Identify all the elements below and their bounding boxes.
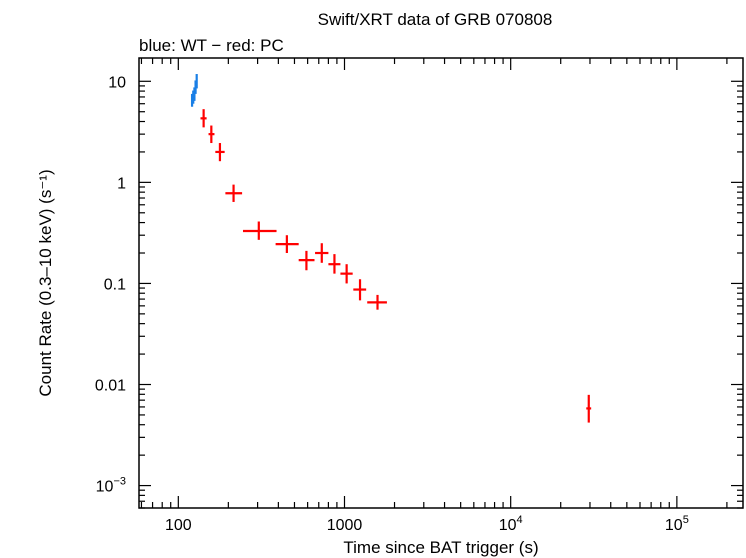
data-point-pc: [215, 143, 225, 162]
chart-title: Swift/XRT data of GRB 070808: [318, 10, 553, 29]
data-point-pc: [298, 250, 315, 271]
plot-frame: [138, 57, 744, 509]
x-tick-label: 1000: [327, 517, 363, 534]
chart-subtitle: blue: WT − red: PC: [139, 36, 284, 55]
data-point-pc: [586, 394, 592, 423]
data-point-pc: [315, 243, 329, 263]
data-point-pc: [328, 254, 341, 274]
x-tick-label: 104: [499, 514, 523, 534]
data-point-pc: [353, 279, 367, 301]
y-tick-label: 10−3: [96, 476, 126, 496]
data-point-wt: [195, 74, 198, 89]
data-points: [190, 74, 592, 423]
x-axis-label: Time since BAT trigger (s): [343, 538, 538, 557]
x-tick-label: 100: [165, 517, 192, 534]
y-tick-label: 10: [108, 74, 126, 91]
data-point-pc: [200, 109, 207, 128]
data-point-pc: [242, 221, 277, 240]
data-point-pc: [208, 125, 215, 144]
y-axis-label: Count Rate (0.3–10 keV) (s⁻¹): [36, 169, 55, 396]
axis-tick-labels: 100 1000 104 105 10 1 0.1 0.01 10−3: [95, 74, 689, 534]
x-tick-label: 105: [665, 514, 689, 534]
y-tick-label: 0.1: [104, 276, 126, 293]
y-tick-label: 0.01: [95, 378, 126, 395]
data-point-pc: [225, 184, 243, 202]
data-point-pc: [275, 235, 299, 254]
axis-ticks: [139, 58, 743, 509]
data-point-pc: [367, 294, 387, 310]
y-tick-label: 1: [117, 175, 126, 192]
data-point-pc: [340, 264, 353, 284]
